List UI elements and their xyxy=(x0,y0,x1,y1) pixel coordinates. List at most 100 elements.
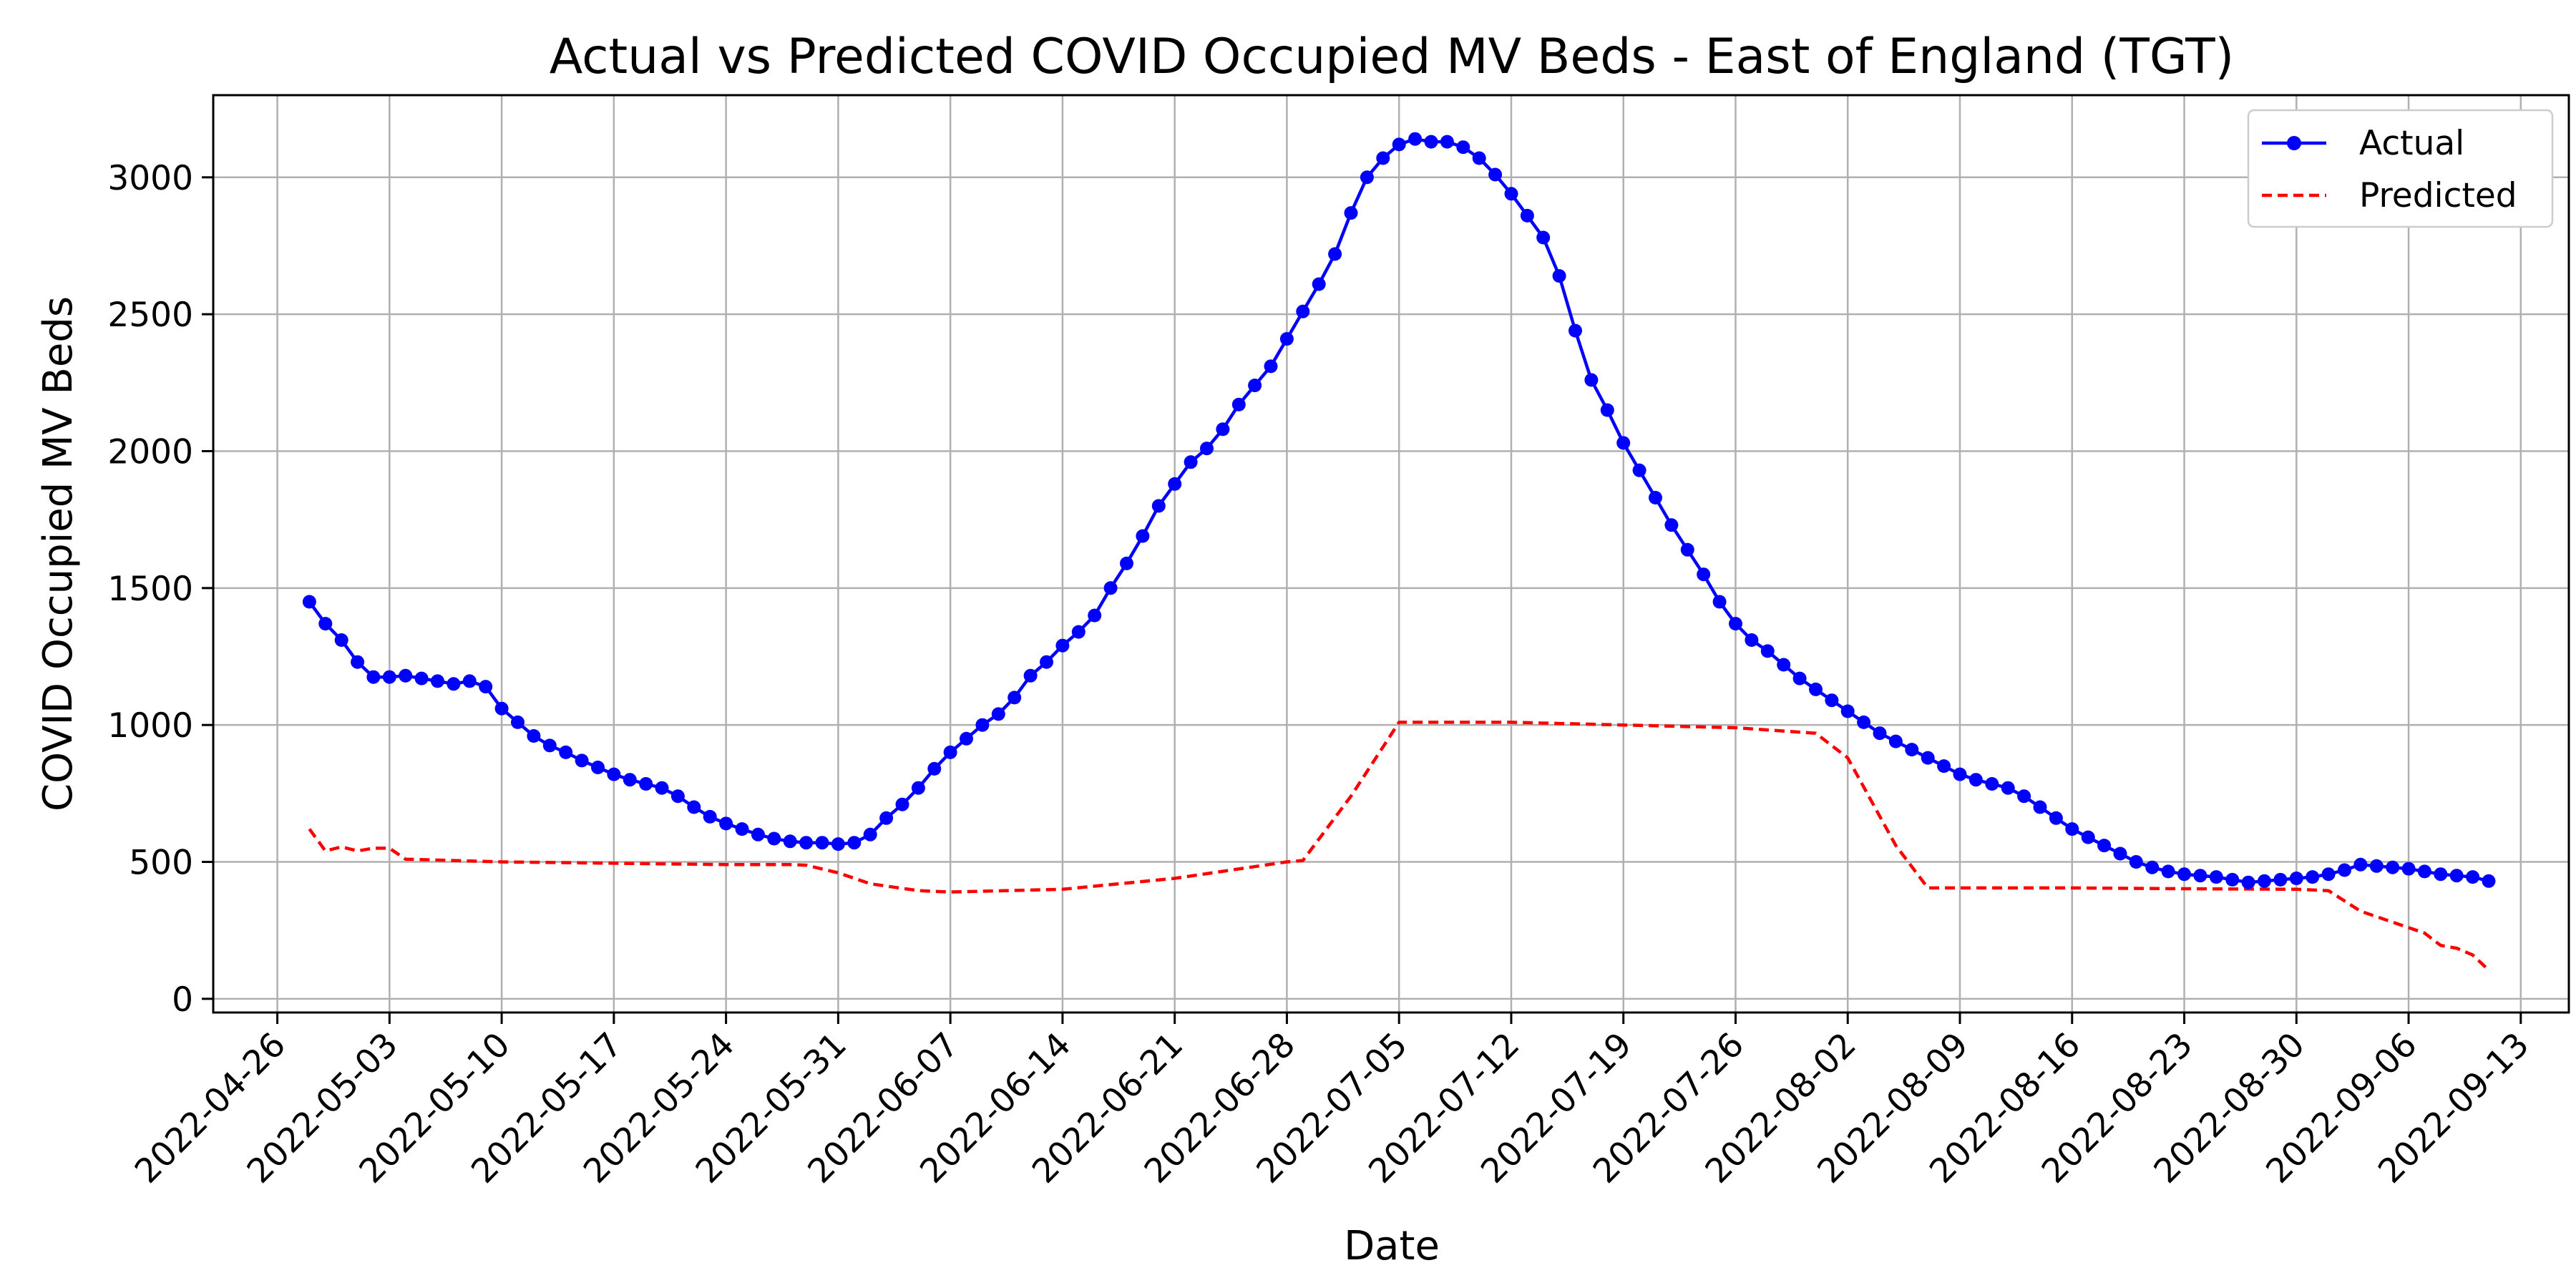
actual-point xyxy=(2353,857,2368,872)
actual-point xyxy=(1520,208,1534,223)
actual-point xyxy=(639,777,653,791)
actual-point xyxy=(1632,463,1646,477)
actual-point xyxy=(1664,518,1679,532)
actual-point xyxy=(2417,864,2431,879)
actual-point xyxy=(431,674,444,688)
actual-point xyxy=(879,811,894,825)
y-tick-label: 1500 xyxy=(107,570,193,609)
actual-point xyxy=(1008,691,1022,705)
actual-point xyxy=(2273,872,2288,887)
actual-point xyxy=(559,745,573,759)
actual-point xyxy=(2289,872,2303,885)
actual-point xyxy=(607,767,621,781)
actual-point xyxy=(1888,734,1903,748)
actual-point xyxy=(751,827,765,841)
grid xyxy=(213,95,2569,1013)
actual-point xyxy=(1088,608,1102,623)
actual-point xyxy=(334,633,348,647)
actual-point xyxy=(911,781,925,795)
y-tick-label: 500 xyxy=(129,844,193,883)
series-layer xyxy=(302,132,2496,972)
actual-point xyxy=(1200,441,1214,456)
legend-box xyxy=(2247,109,2554,228)
actual-point xyxy=(1616,436,1631,450)
actual-point xyxy=(1745,633,1759,647)
actual-point xyxy=(511,715,525,729)
actual-point xyxy=(863,827,877,841)
actual-point xyxy=(670,789,685,804)
predicted-series-line xyxy=(308,721,2490,972)
actual-point xyxy=(1905,743,1919,757)
actual-point xyxy=(1151,499,1166,513)
actual-point xyxy=(1456,140,1470,155)
actual-point xyxy=(2113,847,2127,861)
actual-point xyxy=(1584,373,1599,387)
actual-point xyxy=(1055,638,1070,653)
actual-point xyxy=(1825,693,1839,708)
actual-point xyxy=(1680,542,1694,557)
actual-point xyxy=(1968,773,1983,787)
actual-point xyxy=(399,668,413,683)
actual-point xyxy=(735,822,749,836)
y-tick-label: 3000 xyxy=(107,159,193,198)
plot-frame xyxy=(212,94,2570,1014)
actual-point xyxy=(1023,668,1038,683)
actual-point xyxy=(1264,359,1278,374)
actual-point xyxy=(2466,870,2480,884)
actual-point xyxy=(799,836,814,850)
actual-point xyxy=(1760,644,1775,658)
actual-point xyxy=(2401,862,2416,876)
actual-point xyxy=(1568,323,1582,338)
actual-point xyxy=(927,761,942,776)
actual-point xyxy=(2386,860,2400,874)
actual-point xyxy=(1360,170,1374,185)
actual-point xyxy=(1328,247,1342,261)
actual-point xyxy=(1937,759,1951,774)
actual-point xyxy=(2001,781,2015,795)
actual-point xyxy=(1344,206,1358,220)
chart-title: Actual vs Predicted COVID Occupied MV Be… xyxy=(550,29,2234,85)
actual-point xyxy=(366,670,381,684)
actual-point xyxy=(1376,151,1390,165)
actual-point xyxy=(1777,658,1791,672)
legend: Actual Predicted xyxy=(2247,109,2554,228)
actual-point xyxy=(1231,397,1246,411)
actual-point xyxy=(1809,682,1823,696)
actual-point xyxy=(703,809,717,824)
actual-point xyxy=(2258,874,2271,888)
actual-point xyxy=(2482,874,2496,888)
actual-point xyxy=(1488,167,1503,182)
actual-point xyxy=(623,773,637,787)
actual-point xyxy=(1120,556,1133,570)
actual-point xyxy=(2193,869,2207,883)
actual-point xyxy=(2177,867,2191,882)
actual-point xyxy=(1296,304,1310,318)
actual-point xyxy=(1921,751,1935,765)
actual-point xyxy=(2161,864,2175,879)
actual-point xyxy=(960,731,973,746)
actual-point xyxy=(351,655,365,669)
actual-point xyxy=(414,671,429,686)
actual-point xyxy=(575,753,589,768)
actual-point xyxy=(2321,867,2336,882)
legend-actual-marker xyxy=(2287,136,2301,150)
actual-point xyxy=(1472,151,1486,165)
actual-point xyxy=(2225,872,2240,887)
actual-point xyxy=(1697,567,1711,582)
actual-point xyxy=(527,729,541,743)
actual-point xyxy=(1312,277,1326,291)
actual-point xyxy=(462,674,477,688)
actual-point xyxy=(1424,135,1438,149)
actual-point xyxy=(1857,715,1871,729)
actual-point xyxy=(591,761,605,774)
y-tick-label: 2000 xyxy=(107,432,193,472)
y-tick-label: 1000 xyxy=(107,706,193,746)
actual-point xyxy=(479,680,493,694)
actual-point xyxy=(1985,777,1999,791)
x-axis-label: Date xyxy=(1344,1223,1440,1269)
actual-point xyxy=(687,800,701,814)
actual-point xyxy=(2241,875,2255,889)
actual-point xyxy=(2338,863,2351,877)
actual-point xyxy=(895,797,909,811)
